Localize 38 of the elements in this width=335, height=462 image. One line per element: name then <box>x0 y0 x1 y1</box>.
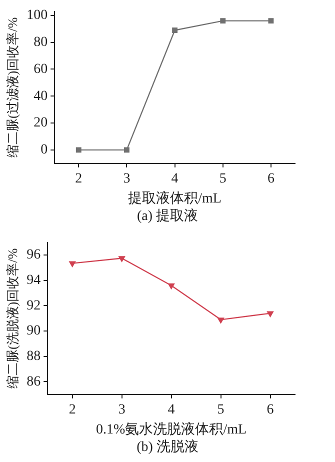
point <box>118 256 126 262</box>
text: (b) 洗脱液 <box>136 438 200 457</box>
x-tick-label: 2 <box>68 402 76 418</box>
x-tick-label: 3 <box>118 402 126 418</box>
y-tick-label: 90 <box>26 324 41 339</box>
y-tick-label: 86 <box>26 374 41 390</box>
y-tick-label: 0 <box>40 142 48 158</box>
point <box>172 28 178 33</box>
y-tick-label: 88 <box>26 349 41 364</box>
x-tick-label: 3 <box>123 171 130 186</box>
point <box>76 147 82 153</box>
text: (a) 提取液 <box>136 208 200 226</box>
y-tick-label: 96 <box>26 248 41 263</box>
point <box>267 311 274 317</box>
x-tick-label: 4 <box>171 171 178 186</box>
point <box>218 318 224 324</box>
y-tick-label: 94 <box>26 273 41 288</box>
y-axis-title: 缩二脲(洗脱液)回收率/% <box>5 248 20 388</box>
point <box>124 147 130 153</box>
y-axis-title: 缩二脲(过滤液)回收率/% <box>5 17 20 158</box>
point <box>69 261 76 267</box>
y-tick-label: 60 <box>34 62 48 77</box>
point <box>168 283 174 290</box>
x-tick-label: 4 <box>168 402 175 418</box>
x-tick-label: 2 <box>75 171 82 186</box>
y-tick-label: 100 <box>26 8 48 24</box>
x-axis-title: 提取液体积/mL <box>128 190 222 206</box>
x-tick-label: 6 <box>267 171 274 186</box>
x-tick-label: 5 <box>219 171 226 186</box>
y-tick-label: 92 <box>26 298 41 314</box>
y-tick-label: 80 <box>34 35 48 50</box>
x-tick-label: 6 <box>266 402 274 418</box>
y-tick-label: 40 <box>34 88 48 104</box>
y-tick-label: 20 <box>34 116 48 131</box>
point <box>268 18 274 24</box>
x-axis-title: 0.1%氨水洗脱液体积/mL <box>96 421 247 438</box>
x-tick-label: 5 <box>217 402 224 418</box>
point <box>220 18 226 24</box>
